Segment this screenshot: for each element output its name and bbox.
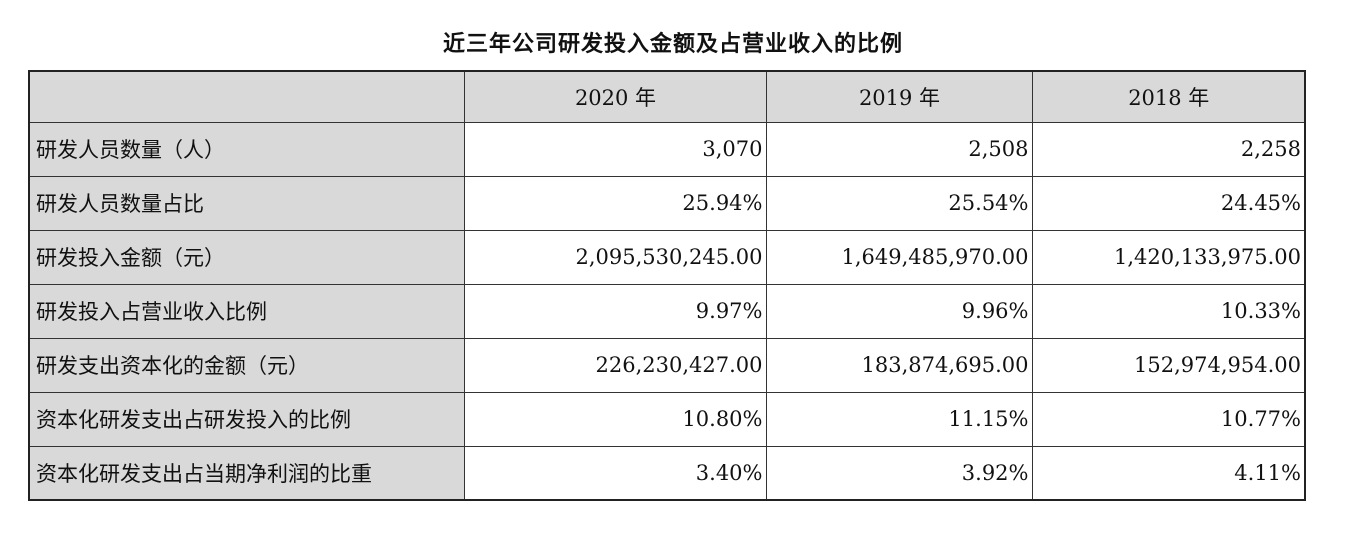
value-cell-2018: 24.45% <box>1031 175 1306 231</box>
value-cell-2020: 3,070 <box>463 121 767 177</box>
value-cell-2020: 25.94% <box>463 175 767 231</box>
value-cell-2018: 1,420,133,975.00 <box>1031 229 1306 285</box>
table-row: 资本化研发支出占当期净利润的比重 3.40% 3.92% 4.11% <box>28 445 1306 501</box>
value-cell-2018: 2,258 <box>1031 121 1306 177</box>
row-label: 研发人员数量占比 <box>28 175 465 231</box>
value-cell-2020: 2,095,530,245.00 <box>463 229 767 285</box>
value-cell-2020: 10.80% <box>463 391 767 447</box>
value-cell-2020: 3.40% <box>463 445 767 501</box>
table-row: 研发人员数量（人） 3,070 2,508 2,258 <box>28 121 1306 177</box>
value-cell-2019: 25.54% <box>765 175 1033 231</box>
value-cell-2019: 2,508 <box>765 121 1033 177</box>
table-row: 研发投入占营业收入比例 9.97% 9.96% 10.33% <box>28 283 1306 339</box>
value-cell-2018: 10.77% <box>1031 391 1306 447</box>
value-cell-2018: 10.33% <box>1031 283 1306 339</box>
row-label: 研发支出资本化的金额（元） <box>28 337 465 393</box>
value-cell-2019: 1,649,485,970.00 <box>765 229 1033 285</box>
table-row: 研发人员数量占比 25.94% 25.54% 24.45% <box>28 175 1306 231</box>
rd-investment-table: 2020 年 2019 年 2018 年 研发人员数量（人） 3,070 2,5… <box>28 70 1306 501</box>
table-title: 近三年公司研发投入金额及占营业收入的比例 <box>442 31 903 57</box>
value-cell-2019: 9.96% <box>765 283 1033 339</box>
value-cell-2019: 3.92% <box>765 445 1033 501</box>
value-cell-2018: 4.11% <box>1031 445 1306 501</box>
value-cell-2018: 152,974,954.00 <box>1031 337 1306 393</box>
value-cell-2020: 9.97% <box>463 283 767 339</box>
row-label: 研发人员数量（人） <box>28 121 465 177</box>
value-cell-2020: 226,230,427.00 <box>463 337 767 393</box>
row-label: 研发投入金额（元） <box>28 229 465 285</box>
table-row: 研发支出资本化的金额（元） 226,230,427.00 183,874,695… <box>28 337 1306 393</box>
header-year-2020: 2020 年 <box>463 70 767 123</box>
row-label: 研发投入占营业收入比例 <box>28 283 465 339</box>
row-label: 资本化研发支出占研发投入的比例 <box>28 391 465 447</box>
header-corner-cell <box>28 70 465 123</box>
header-year-2019: 2019 年 <box>765 70 1033 123</box>
value-cell-2019: 11.15% <box>765 391 1033 447</box>
table-row: 资本化研发支出占研发投入的比例 10.80% 11.15% 10.77% <box>28 391 1306 447</box>
table-row: 研发投入金额（元） 2,095,530,245.00 1,649,485,970… <box>28 229 1306 285</box>
row-label: 资本化研发支出占当期净利润的比重 <box>28 445 465 501</box>
value-cell-2019: 183,874,695.00 <box>765 337 1033 393</box>
header-year-2018: 2018 年 <box>1031 70 1306 123</box>
header-row: 2020 年 2019 年 2018 年 <box>28 70 1306 123</box>
